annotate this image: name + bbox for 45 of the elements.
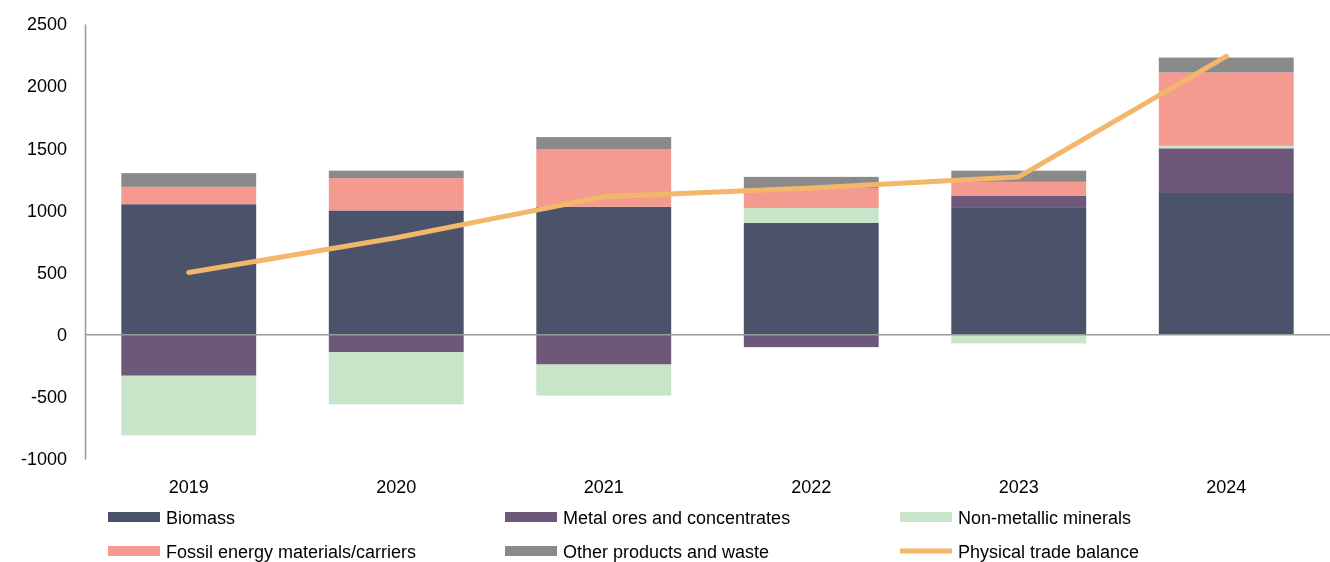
x-tick-label: 2022 xyxy=(791,477,832,497)
bar xyxy=(328,170,464,179)
legend-label: Other products and waste xyxy=(563,542,770,562)
y-tick-label: -500 xyxy=(30,387,67,408)
bar xyxy=(121,204,257,335)
bar xyxy=(1158,193,1294,335)
legend-label: Physical trade balance xyxy=(958,542,1140,562)
bar xyxy=(328,334,464,353)
bar xyxy=(743,207,879,223)
y-tick-label: -1000 xyxy=(20,449,67,470)
bar xyxy=(536,149,672,207)
bar xyxy=(951,195,1087,208)
x-tick-label: 2021 xyxy=(583,477,624,497)
bar xyxy=(536,334,672,365)
bar xyxy=(121,186,257,205)
legend-label: Non-metallic minerals xyxy=(958,508,1132,528)
y-tick-label: 1000 xyxy=(26,200,67,221)
bar xyxy=(1158,148,1294,194)
bar xyxy=(743,222,879,335)
y-tick-label: 0 xyxy=(56,324,67,345)
legend-label: Fossil energy materials/carriers xyxy=(166,542,417,562)
bar xyxy=(1158,72,1294,146)
bar xyxy=(951,207,1087,335)
bar xyxy=(743,334,879,348)
bar xyxy=(536,137,672,150)
y-tick-label: 1500 xyxy=(26,138,67,159)
bar xyxy=(951,181,1087,196)
legend-label: Metal ores and concentrates xyxy=(563,508,791,528)
y-tick-label: 500 xyxy=(36,262,67,283)
bar xyxy=(328,352,464,405)
bar xyxy=(328,210,464,335)
bar xyxy=(951,334,1087,344)
bar xyxy=(536,206,672,335)
x-tick-label: 2024 xyxy=(1206,477,1247,497)
legend-label: Biomass xyxy=(166,508,236,528)
x-tick-label: 2019 xyxy=(168,477,209,497)
y-tick-label: 2500 xyxy=(26,14,67,35)
bar xyxy=(328,178,464,211)
bar xyxy=(121,334,257,376)
x-tick-label: 2023 xyxy=(998,477,1039,497)
bar xyxy=(121,173,257,187)
x-tick-label: 2020 xyxy=(376,477,417,497)
bar xyxy=(121,375,257,436)
bar xyxy=(536,364,672,396)
y-tick-label: 2000 xyxy=(26,76,67,97)
